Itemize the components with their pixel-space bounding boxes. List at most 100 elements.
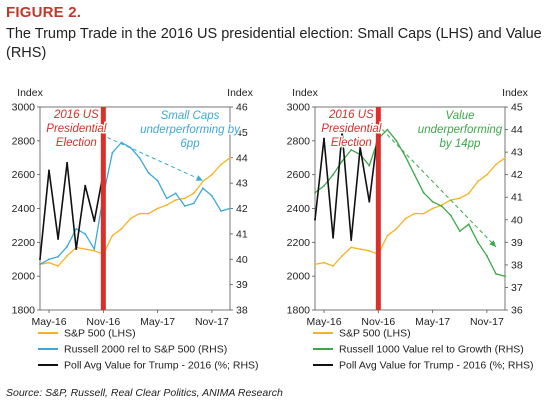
series-point-russell2000_rel	[66, 245, 68, 248]
series-point-sp500	[477, 180, 479, 183]
annotation-text: by 14pp	[440, 138, 482, 150]
chart-panel-value: Index Index 1800 2000 2200 2400 2600 2800 3000 36…	[275, 82, 540, 382]
series-point-russell2000_rel	[48, 258, 50, 261]
series-point-russell2000_rel	[174, 192, 177, 195]
series-point-russell2000_rel	[84, 233, 87, 235]
right-tick-label: 41	[236, 228, 248, 240]
series-point-sp500	[341, 255, 343, 257]
trend-arrow-head	[489, 240, 496, 247]
legend-label: Poll Avg Value for Trump - 2016 (%; RHS)	[64, 360, 259, 372]
series-point-poll	[332, 236, 334, 239]
series-point-russell1000_value_rel	[386, 128, 389, 131]
series-point-russell1000_value_rel	[486, 255, 488, 257]
series-point-sp500	[120, 227, 123, 230]
left-axis-label: Index	[292, 87, 318, 99]
series-point-poll	[368, 200, 371, 203]
right-tick-label: 36	[511, 305, 523, 317]
right-tick-label: 39	[236, 279, 248, 291]
series-point-sp500	[192, 192, 195, 195]
x-tick-label: May-16	[307, 316, 342, 328]
series-point-russell2000_rel	[183, 205, 186, 207]
series-point-russell1000_value_rel	[413, 173, 416, 176]
series-point-russell2000_rel	[75, 227, 78, 230]
left-tick-label: 3000	[12, 102, 36, 114]
series-point-sp500	[332, 265, 334, 267]
left-tick-label: 2400	[12, 203, 36, 215]
right-tick-label: 44	[236, 152, 248, 164]
series-point-poll	[359, 146, 362, 149]
left-tick-label: 2800	[287, 135, 311, 147]
series-point-russell1000_value_rel	[314, 191, 316, 194]
series-point-poll	[48, 169, 50, 172]
left-tick-label: 1800	[287, 305, 311, 317]
series-point-sp500	[183, 197, 186, 200]
right-tick-label: 41	[511, 192, 523, 204]
election-marker-bar	[100, 107, 106, 310]
series-point-poll	[75, 248, 78, 251]
legend-label: S&P 500 (LHS)	[64, 328, 136, 340]
series-line-poll	[314, 129, 380, 241]
series-point-sp500	[48, 261, 50, 264]
annotation-text: Value	[446, 110, 475, 122]
series-line-russell1000_value_rel	[314, 128, 506, 277]
series-point-sp500	[138, 212, 141, 215]
series-point-russell2000_rel	[93, 248, 96, 251]
series-point-russell1000_value_rel	[332, 173, 334, 176]
series-point-sp500	[174, 199, 177, 201]
series-point-sp500	[229, 156, 231, 159]
chart-value: Index Index 1800 2000 2200 2400 2600 2800 3000 36…	[287, 87, 534, 372]
legend-label: Poll Avg Value for Trump - 2016 (%; RHS)	[339, 360, 534, 372]
x-tick-label: Nov-16	[361, 316, 395, 328]
x-tick-label: May-16	[32, 316, 67, 328]
legend-label: S&P 500 (LHS)	[339, 328, 411, 340]
chart-small-caps: Index Index 1800 2000 2200 2400 2600 2800 3000 38…	[12, 87, 259, 372]
series-point-sp500	[504, 156, 506, 159]
annotation-text: underperforming by	[140, 124, 241, 136]
election-label: Election	[331, 137, 372, 149]
election-label: Presidential	[46, 123, 107, 135]
annotation-text: Small Caps	[161, 110, 220, 122]
series-line-russell2000_rel	[39, 141, 231, 265]
left-tick-label: 2800	[12, 135, 36, 147]
right-tick-label: 39	[511, 237, 523, 249]
right-axis-label: Index	[227, 87, 253, 99]
series-point-russell2000_rel	[229, 207, 231, 210]
series-point-sp500	[93, 249, 96, 252]
series-point-sp500	[386, 234, 389, 237]
series-point-russell1000_value_rel	[495, 273, 497, 275]
series-point-sp500	[66, 255, 68, 257]
x-tick-label: May-17	[415, 316, 450, 328]
source-note: Source: S&P, Russell, Real Clear Politic…	[6, 387, 283, 399]
right-tick-label: 38	[236, 305, 248, 317]
series-point-sp500	[220, 163, 222, 166]
series-point-russell1000_value_rel	[440, 205, 443, 208]
series-point-sp500	[165, 204, 168, 206]
series-point-sp500	[156, 207, 159, 210]
series-point-sp500	[359, 248, 362, 251]
series-point-sp500	[404, 217, 407, 220]
left-tick-label: 2600	[12, 169, 36, 181]
x-tick-label: May-17	[140, 316, 175, 328]
series-point-russell2000_rel	[147, 172, 150, 174]
series-point-russell1000_value_rel	[449, 214, 452, 217]
left-tick-label: 2000	[12, 271, 36, 283]
series-point-sp500	[413, 212, 416, 215]
series-point-russell2000_rel	[39, 263, 41, 266]
right-tick-label: 43	[236, 178, 248, 190]
left-tick-label: 2400	[287, 203, 311, 215]
trend-arrow	[381, 129, 497, 248]
series-point-sp500	[486, 173, 488, 176]
series-point-russell1000_value_rel	[341, 160, 343, 162]
series-point-sp500	[323, 261, 325, 264]
series-point-russell2000_rel	[192, 202, 195, 205]
right-tick-label: 46	[236, 102, 248, 114]
series-point-poll	[341, 130, 343, 133]
right-tick-label: 43	[511, 147, 523, 159]
series-point-sp500	[129, 217, 132, 220]
election-label: 2016 US	[328, 109, 374, 121]
trend-arrow	[107, 136, 204, 182]
right-tick-label: 40	[236, 254, 248, 266]
series-point-russell1000_value_rel	[431, 200, 434, 203]
right-tick-label: 40	[511, 214, 523, 226]
series-point-sp500	[147, 212, 150, 215]
